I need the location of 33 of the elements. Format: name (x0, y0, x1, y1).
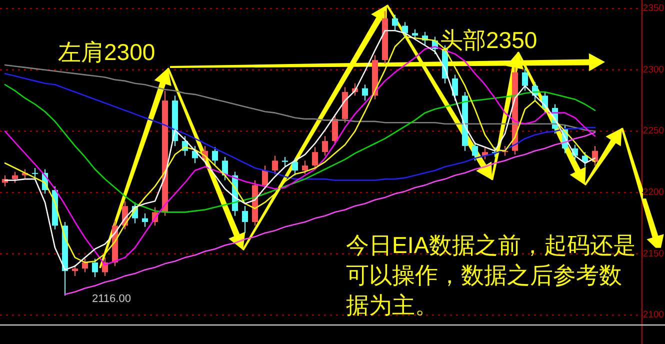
y-tick-label: 2100 (642, 310, 664, 321)
candlestick (312, 146, 318, 170)
candlestick (392, 14, 398, 32)
candlestick (92, 258, 98, 278)
y-tick-label: 2150 (642, 248, 664, 260)
y-tick-label: 2300 (642, 64, 664, 76)
candlestick (522, 68, 528, 92)
candlestick (82, 258, 88, 273)
candlestick (212, 146, 218, 166)
candlestick (452, 74, 458, 102)
candlestick (302, 160, 308, 175)
candlestick (292, 158, 298, 176)
candlestick (242, 206, 248, 234)
annotation: 2116.00 (92, 293, 131, 305)
candlestick (322, 136, 328, 156)
annotation: 左肩2300 (58, 39, 156, 65)
candlestick (142, 212, 148, 228)
y-tick-label: 2250 (642, 126, 664, 137)
candlestick (72, 264, 78, 276)
candlestick (12, 171, 18, 184)
y-tick-label: 2200 (642, 187, 664, 198)
candlestick (272, 155, 278, 175)
annotation: 头部2350 (440, 27, 538, 53)
candlestick (32, 168, 38, 178)
candlestick (332, 114, 338, 146)
y-tick-label: 2350 (642, 3, 664, 14)
line-series (4, 84, 596, 213)
candlestick (222, 156, 228, 181)
candlestick (262, 165, 268, 190)
candlestick (282, 156, 288, 168)
candlestick (362, 84, 368, 102)
candlestick (472, 142, 478, 162)
annotation: 今日EIA数据之前，起码还是可以操作，数据之后参考数据为主。 (346, 232, 636, 318)
